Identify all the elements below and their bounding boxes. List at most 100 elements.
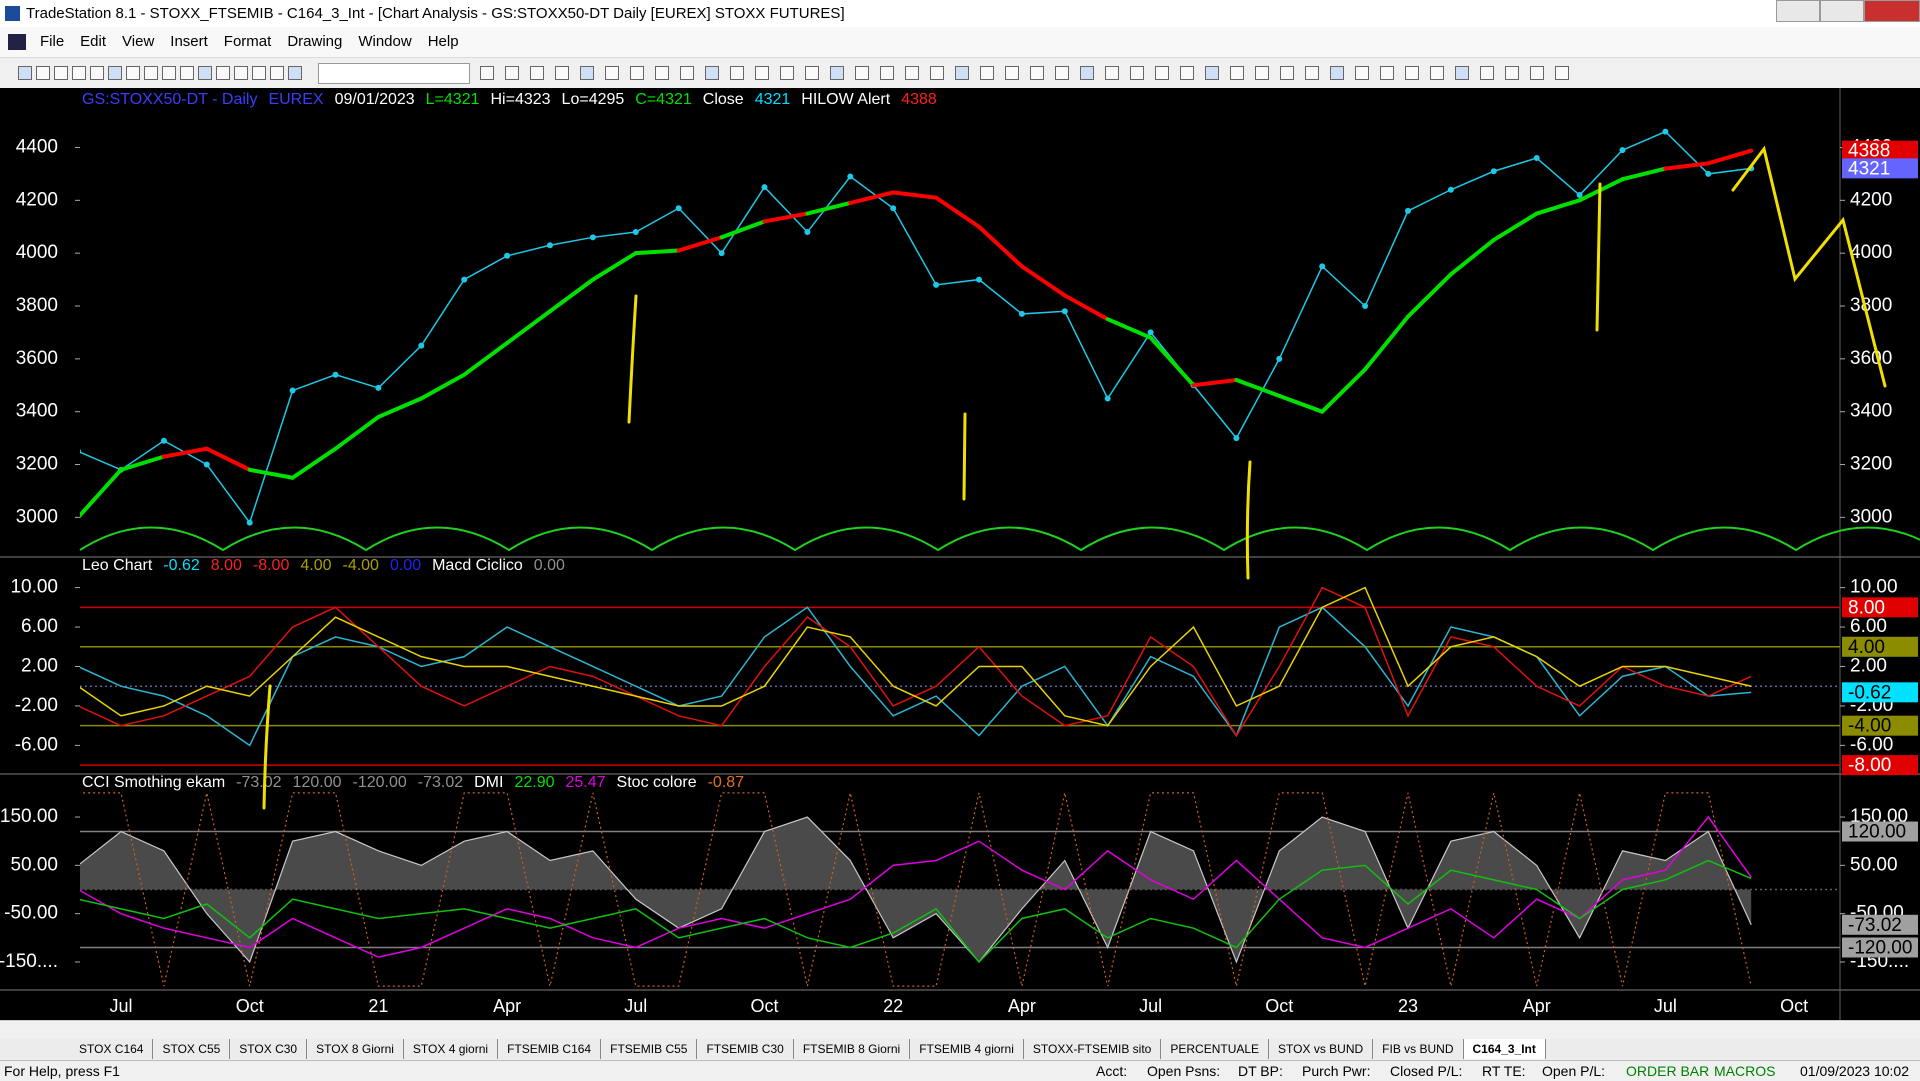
toolbar-button[interactable]	[144, 66, 158, 80]
y2-tick-label: -6.00	[1850, 734, 1893, 755]
toolbar-button[interactable]	[288, 66, 302, 80]
toolbar-button[interactable]	[1480, 66, 1494, 80]
menu-item[interactable]: Window	[358, 33, 412, 50]
menu-item[interactable]: Drawing	[287, 33, 343, 50]
toolbar-button[interactable]	[1130, 66, 1144, 80]
toolbar-button[interactable]	[980, 66, 994, 80]
toolbar-button[interactable]	[1505, 66, 1519, 80]
tab[interactable]: STOX C30	[230, 1039, 308, 1059]
toolbar-button[interactable]	[90, 66, 104, 80]
toolbar-button[interactable]	[1305, 66, 1319, 80]
tab[interactable]: FTSEMIB C30	[697, 1039, 794, 1059]
indicator-segment	[934, 195, 981, 229]
tab[interactable]: STOX C55	[153, 1039, 231, 1059]
toolbar-button[interactable]	[780, 66, 794, 80]
y2-tick-label: 2.00	[1850, 656, 1887, 677]
toolbar-button[interactable]	[1155, 66, 1169, 80]
toolbar-button[interactable]	[198, 66, 212, 80]
tab[interactable]: STOXX-FTSEMIB sito	[1024, 1039, 1162, 1059]
tab[interactable]: FIB vs BUND	[1373, 1039, 1464, 1059]
toolbar-button[interactable]	[1405, 66, 1419, 80]
toolbar-button[interactable]	[530, 66, 544, 80]
toolbar-button[interactable]	[180, 66, 194, 80]
menu-item[interactable]: File	[40, 33, 65, 50]
minimize-button[interactable]	[1776, 0, 1820, 22]
toolbar-button[interactable]	[252, 66, 266, 80]
toolbar-button[interactable]	[1230, 66, 1244, 80]
toolbar-button[interactable]	[1005, 66, 1019, 80]
legend-item: CCI Smothing ekam	[82, 774, 225, 791]
toolbar-button[interactable]	[605, 66, 619, 80]
toolbar-button[interactable]	[730, 66, 744, 80]
toolbar-button[interactable]	[855, 66, 869, 80]
tab[interactable]: PERCENTUALE	[1161, 1039, 1270, 1059]
toolbar-button[interactable]	[1430, 66, 1444, 80]
toolbar-button[interactable]	[555, 66, 569, 80]
toolbar-button[interactable]	[126, 66, 140, 80]
tab[interactable]: FTSEMIB C164	[498, 1039, 602, 1059]
toolbar-button[interactable]	[480, 66, 494, 80]
tab[interactable]: FTSEMIB 4 giorni	[910, 1039, 1024, 1059]
toolbar-button[interactable]	[234, 66, 248, 80]
toolbar-button[interactable]	[72, 66, 86, 80]
tab[interactable]: FTSEMIB C55	[601, 1039, 698, 1059]
toolbar-button[interactable]	[1105, 66, 1119, 80]
toolbar-button[interactable]	[1180, 66, 1194, 80]
toolbar-button[interactable]	[216, 66, 230, 80]
maximize-button[interactable]	[1820, 0, 1864, 22]
toolbar-button[interactable]	[1380, 66, 1394, 80]
toolbar-button[interactable]	[1055, 66, 1069, 80]
menu-item[interactable]: Help	[427, 33, 459, 50]
close-button[interactable]	[1864, 0, 1920, 22]
toolbar-button[interactable]	[680, 66, 694, 80]
toolbar-button[interactable]	[36, 66, 50, 80]
toolbar-button[interactable]	[930, 66, 944, 80]
toolbar-button[interactable]	[880, 66, 894, 80]
toolbar-button[interactable]	[162, 66, 176, 80]
toolbar-button[interactable]	[830, 66, 844, 80]
status-field: ORDER BAR	[1626, 1063, 1710, 1079]
symbol-combo[interactable]	[318, 63, 470, 84]
toolbar-button[interactable]	[505, 66, 519, 80]
toolbar-button[interactable]	[705, 66, 719, 80]
tab[interactable]: STOX vs BUND	[1269, 1039, 1374, 1059]
toolbar-button[interactable]	[1355, 66, 1369, 80]
y-tick-label: 150.00	[0, 806, 58, 827]
toolbar-button[interactable]	[580, 66, 594, 80]
toolbar-button[interactable]	[270, 66, 284, 80]
toolbar-button[interactable]	[1530, 66, 1544, 80]
series-line	[80, 792, 1752, 987]
tab[interactable]: FTSEMIB 8 Giorni	[794, 1039, 911, 1059]
legend-item: 4388	[901, 91, 937, 108]
tab[interactable]: STOX 4 giorni	[404, 1039, 499, 1059]
toolbar-button[interactable]	[1205, 66, 1219, 80]
indicator-segment	[1663, 161, 1711, 171]
toolbar-button[interactable]	[54, 66, 68, 80]
toolbar-button[interactable]	[1080, 66, 1094, 80]
tab[interactable]: STOX C164	[70, 1039, 154, 1059]
toolbar-button[interactable]	[18, 66, 32, 80]
toolbar-button[interactable]	[1255, 66, 1269, 80]
menu-item[interactable]: Edit	[80, 33, 107, 50]
toolbar-button[interactable]	[1455, 66, 1469, 80]
menu-item[interactable]: Insert	[170, 33, 208, 50]
menu-item[interactable]: View	[122, 33, 155, 50]
toolbar-button[interactable]	[755, 66, 769, 80]
toolbar-button[interactable]	[955, 66, 969, 80]
toolbar-button[interactable]	[1555, 66, 1569, 80]
toolbar-button[interactable]	[1330, 66, 1344, 80]
tab[interactable]: STOX 8 Giorni	[307, 1039, 404, 1059]
indicator-segment	[1320, 367, 1368, 414]
toolbar-button[interactable]	[630, 66, 644, 80]
toolbar-button[interactable]	[1280, 66, 1294, 80]
horizontal-scrollbar[interactable]	[0, 1020, 1920, 1039]
toolbar-button[interactable]	[108, 66, 122, 80]
indicator-segment	[1277, 393, 1325, 414]
toolbar-button[interactable]	[905, 66, 919, 80]
toolbar-button[interactable]	[655, 66, 669, 80]
series-marker	[1319, 263, 1326, 270]
menu-item[interactable]: Format	[223, 33, 272, 50]
toolbar-button[interactable]	[805, 66, 819, 80]
toolbar-button[interactable]	[1030, 66, 1044, 80]
tab[interactable]: C164_3_Int	[1463, 1039, 1546, 1059]
